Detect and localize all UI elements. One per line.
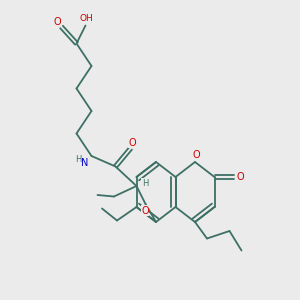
Text: O: O	[236, 172, 244, 182]
Text: O: O	[128, 137, 136, 148]
Text: O: O	[192, 150, 200, 161]
Text: N: N	[81, 158, 88, 168]
Text: H: H	[75, 154, 82, 164]
Text: O: O	[54, 16, 61, 27]
Text: OH: OH	[80, 14, 94, 23]
Text: O: O	[141, 206, 149, 216]
Text: H: H	[142, 178, 148, 188]
